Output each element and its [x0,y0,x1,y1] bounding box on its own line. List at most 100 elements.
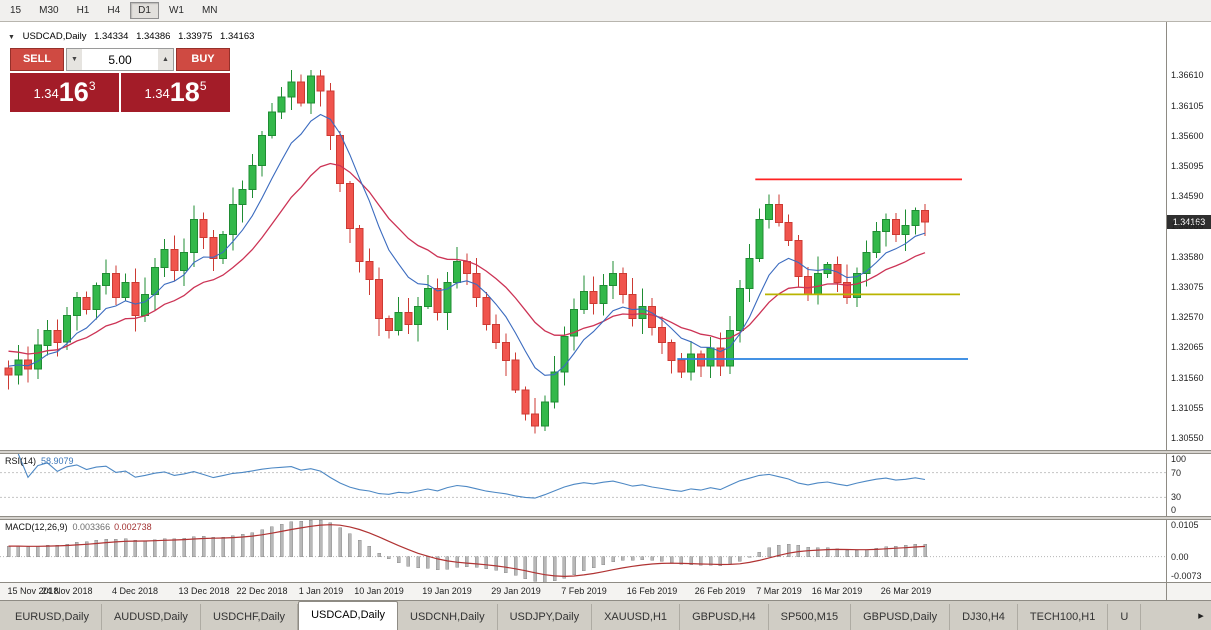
sell-price-main: 1.34 [33,86,59,101]
chart-tab-gbpusd-daily[interactable]: GBPUSD,Daily [851,604,951,630]
chart-tab-usdcnh-daily[interactable]: USDCNH,Daily [398,604,498,630]
symbol-name: USDCAD,Daily [22,31,87,42]
date-axis-label: 13 Dec 2018 [178,586,230,596]
macd-axis-label: -0.0073 [1171,571,1202,581]
ohlc-close: 1.34163 [220,31,255,42]
buy-price-display[interactable]: 1.34 18 5 [121,73,230,112]
candlesticks [4,69,929,434]
buy-price-point: 5 [199,79,207,93]
rsi-axis-label: 30 [1171,492,1182,502]
date-axis-label: 1 Jan 2019 [298,586,344,596]
rsi-axis[interactable]: 100 70 30 0 [1166,454,1211,516]
sell-price-point: 3 [88,79,96,93]
panel-splitter[interactable] [0,516,1211,520]
one-click-trading-widget: SELL ▼ 5.00 ▲ BUY 1.34 16 3 1.34 18 5 [10,48,230,112]
main-chart-canvas[interactable] [0,22,1166,450]
macd-indicator-window: MACD(12,26,9) 0.003366 0.002738 0.0105 0.00… [0,520,1211,582]
timeframe-buttons: 15 M30 H1 H4 D1 W1 MN [2,2,226,19]
chart-tab-audusd-daily[interactable]: AUDUSD,Daily [102,604,201,630]
price-axis-label: 1.32570 [1171,312,1204,322]
chart-tab-dj30-h4[interactable]: DJ30,H4 [950,604,1018,630]
chart-tab-eurusd-daily[interactable]: EURUSD,Daily [3,604,102,630]
date-axis-label: 19 Jan 2019 [422,586,472,596]
rsi-line[interactable] [17,454,926,499]
sell-button[interactable]: SELL [10,48,64,71]
date-axis-label: 24 Nov 2018 [41,586,93,596]
buy-price-main: 1.34 [144,86,170,101]
ma-fast-line[interactable] [8,113,926,376]
timeframe-button-mn[interactable]: MN [194,2,226,19]
panel-splitter[interactable] [0,450,1211,454]
current-price-badge: 1.34163 [1167,215,1211,229]
price-axis-label: 1.33580 [1171,252,1204,262]
main-chart-window: ▼ USDCAD,Daily 1.34334 1.34386 1.33975 1… [0,22,1211,450]
time-axis[interactable]: 15 Nov 2018 24 Nov 2018 4 Dec 2018 13 Dec 2… [0,583,1166,600]
tab-scroll-right-icon[interactable]: ▸ [1198,610,1204,622]
price-axis-label: 1.36610 [1171,70,1204,80]
macd-canvas[interactable] [0,520,1166,582]
chart-tab-sp500-m15[interactable]: SP500,M15 [769,604,852,630]
macd-axis-label: 0.00 [1171,552,1189,562]
buy-button[interactable]: BUY [176,48,230,71]
price-axis-label: 1.36105 [1171,101,1204,111]
buy-price-pips: 18 [169,77,200,107]
ohlc-high: 1.34386 [136,31,171,42]
rsi-name: RSI(14) [5,456,37,466]
macd-axis-label: 0.0105 [1171,520,1199,530]
sell-price-display[interactable]: 1.34 16 3 [10,73,119,112]
price-axis-label: 1.31055 [1171,403,1204,413]
time-axis-row: 15 Nov 2018 24 Nov 2018 4 Dec 2018 13 Dec 2… [0,582,1211,600]
chart-tab-xauusd-h1[interactable]: XAUUSD,H1 [592,604,681,630]
timeframe-button-h1[interactable]: H1 [69,2,98,19]
macd-signal-value: 0.002738 [114,522,152,532]
rsi-axis-label: 100 [1171,454,1187,464]
lot-size-value[interactable]: 5.00 [108,52,132,67]
macd-axis[interactable]: 0.0105 0.00 -0.0073 [1166,520,1211,582]
macd-histogram [6,520,927,582]
date-axis-label: 4 Dec 2018 [111,586,159,596]
date-axis-label: 10 Jan 2019 [354,586,404,596]
price-axis-label: 1.34085 [1171,221,1204,231]
price-axis-label: 1.35600 [1171,131,1204,141]
timeframe-button-h4[interactable]: H4 [99,2,128,19]
timeframe-button-d1[interactable]: D1 [130,2,159,19]
price-axis-label: 1.35095 [1171,161,1204,171]
price-axis-label: 1.31560 [1171,373,1204,383]
date-axis-label: 29 Jan 2019 [491,586,541,596]
timeframe-toolbar: 15 M30 H1 H4 D1 W1 MN [0,0,1211,22]
one-click-collapse-icon[interactable]: ▼ [8,34,15,41]
macd-main-value: 0.003366 [72,522,111,532]
date-axis-label: 7 Feb 2019 [561,586,607,596]
chart-symbol-label: ▼ USDCAD,Daily 1.34334 1.34386 1.33975 1… [8,31,259,42]
timeframe-button-15[interactable]: 15 [2,2,29,19]
lot-size-stepper[interactable]: ▼ 5.00 ▲ [66,48,174,71]
lot-decrease-icon[interactable]: ▼ [67,49,82,70]
timeframe-button-m30[interactable]: M30 [31,2,66,19]
rsi-axis-label: 70 [1171,468,1182,478]
rsi-indicator-window: RSI(14) 58.9079 100 70 30 0 [0,454,1211,516]
date-axis-label: 15 Nov 2018 [7,586,59,596]
chart-tab-u[interactable]: U [1108,604,1142,630]
date-axis-label: 7 Mar 2019 [756,586,802,596]
time-axis-corner [1166,583,1211,600]
chart-tab-tech100-h1[interactable]: TECH100,H1 [1018,604,1109,630]
macd-indicator-label: MACD(12,26,9) 0.003366 0.002738 [5,522,152,532]
chart-tab-usdjpy-daily[interactable]: USDJPY,Daily [498,604,593,630]
ohlc-low: 1.33975 [178,31,213,42]
chart-tab-usdchf-daily[interactable]: USDCHF,Daily [201,604,299,630]
price-axis-label: 1.32065 [1171,342,1204,352]
rsi-canvas[interactable] [0,454,1166,516]
macd-plot: MACD(12,26,9) 0.003366 0.002738 [0,520,1166,582]
chart-tab-usdcad-daily[interactable]: USDCAD,Daily [298,601,399,630]
ma-slow-line[interactable] [8,162,926,355]
date-axis-label: 26 Mar 2019 [880,586,932,596]
main-chart-plot: ▼ USDCAD,Daily 1.34334 1.34386 1.33975 1… [0,22,1166,450]
price-axis-label: 1.34590 [1171,191,1204,201]
price-axis[interactable]: 1.34163 1.36610 1.36105 1.35600 1.35095 1.34… [1166,22,1211,450]
lot-increase-icon[interactable]: ▲ [158,49,173,70]
macd-signal-line[interactable] [8,524,926,578]
timeframe-button-w1[interactable]: W1 [161,2,192,19]
date-axis-label: 26 Feb 2019 [694,586,746,596]
chart-tab-gbpusd-h4[interactable]: GBPUSD,H4 [680,604,769,630]
macd-name: MACD(12,26,9) [5,522,68,532]
